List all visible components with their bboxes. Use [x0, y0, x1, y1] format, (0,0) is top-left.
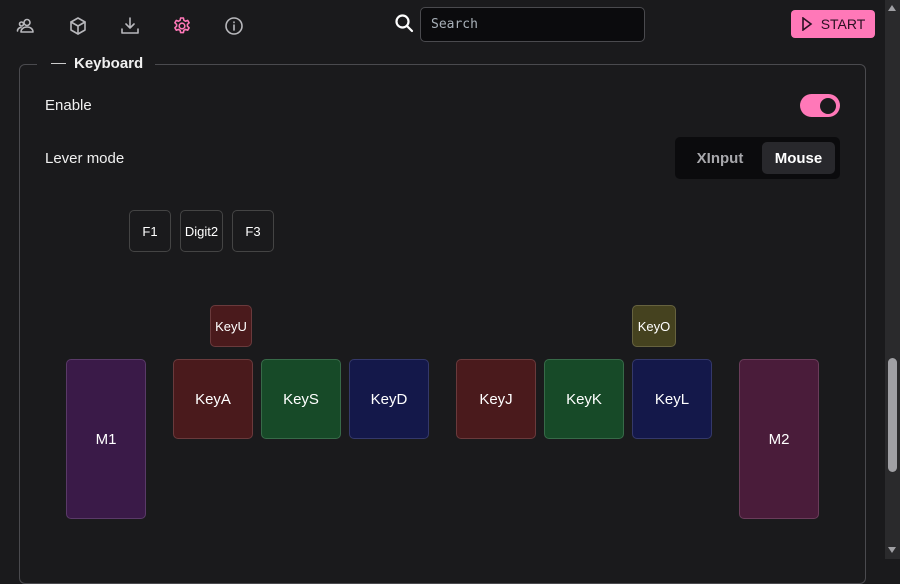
enable-toggle[interactable] [800, 94, 840, 117]
key-s[interactable]: KeyS [261, 359, 341, 439]
key-digit2[interactable]: Digit2 [180, 210, 223, 252]
scrollbar-thumb[interactable] [888, 358, 897, 472]
key-l[interactable]: KeyL [632, 359, 712, 439]
key-j[interactable]: KeyJ [456, 359, 536, 439]
key-k[interactable]: KeyK [544, 359, 624, 439]
panel-title: Keyboard [74, 55, 144, 72]
info-icon[interactable] [224, 16, 244, 36]
search-input[interactable] [420, 7, 645, 42]
key-d[interactable]: KeyD [349, 359, 429, 439]
play-icon [801, 17, 813, 31]
lever-mode-mouse[interactable]: Mouse [762, 142, 835, 174]
users-icon[interactable] [16, 16, 36, 36]
lever-mode-selector: XInput Mouse [675, 137, 840, 179]
key-f3[interactable]: F3 [232, 210, 274, 252]
box-icon[interactable] [68, 16, 88, 36]
panel-legend: Keyboard [37, 55, 156, 72]
key-o[interactable]: KeyO [632, 305, 676, 347]
key-m2[interactable]: M2 [739, 359, 819, 519]
scroll-up-icon[interactable] [888, 5, 896, 11]
key-m1[interactable]: M1 [66, 359, 146, 519]
key-u[interactable]: KeyU [210, 305, 252, 347]
settings-icon[interactable] [172, 16, 192, 36]
search-icon [394, 13, 414, 33]
lever-mode-label: Lever mode [45, 150, 125, 167]
enable-label: Enable [45, 97, 92, 114]
scrollbar[interactable] [885, 0, 900, 559]
lever-mode-xinput[interactable]: XInput [696, 149, 744, 167]
download-icon[interactable] [120, 16, 140, 36]
scroll-down-icon[interactable] [888, 547, 896, 553]
key-f1[interactable]: F1 [129, 210, 171, 252]
start-label: START [820, 16, 866, 32]
key-a[interactable]: KeyA [173, 359, 253, 439]
start-button[interactable]: START [791, 10, 875, 38]
